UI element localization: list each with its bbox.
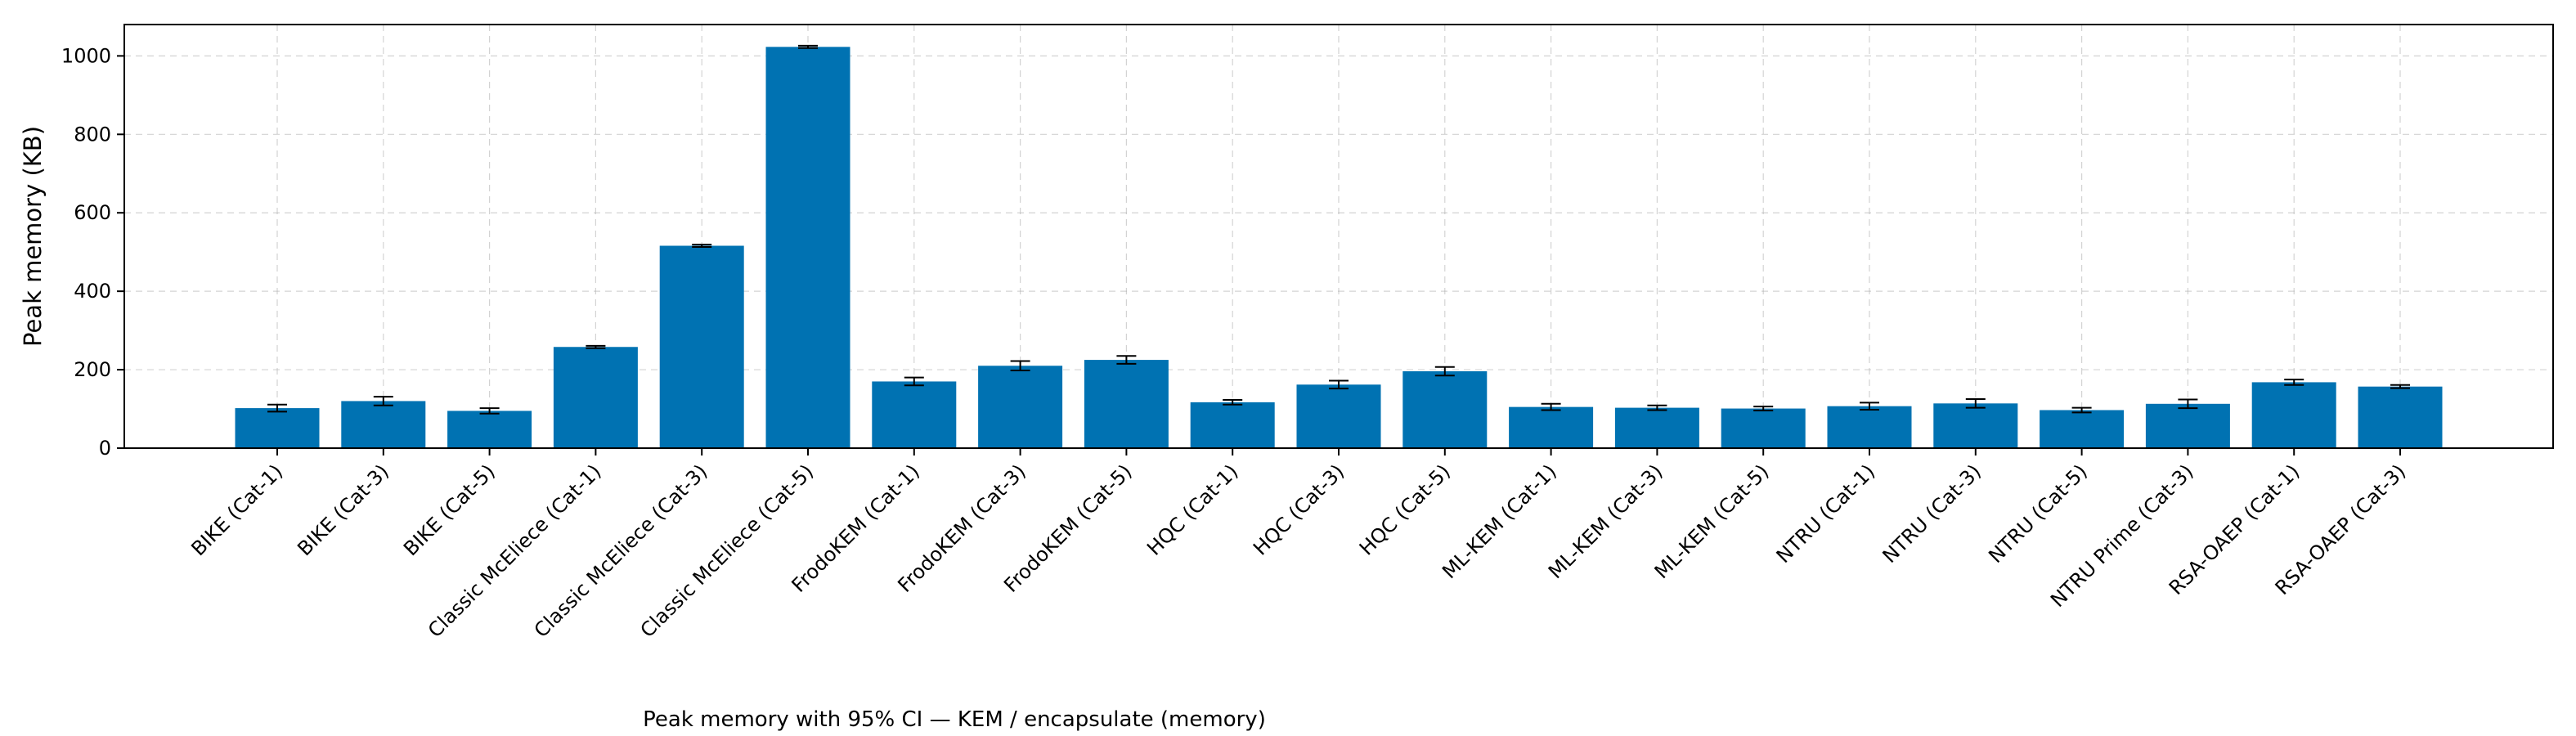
x-tick-label: NTRU (Cat-3) (1878, 460, 1986, 568)
error-bar (2390, 384, 2410, 389)
error-bar (2071, 406, 2092, 414)
bar (1402, 370, 1488, 448)
error-bar (904, 376, 924, 387)
grid-layer (124, 25, 2553, 449)
y-axis-label: Peak memory (KB) (19, 126, 47, 347)
error-bar (586, 344, 606, 349)
error-bar (1860, 402, 1879, 411)
bar (872, 381, 957, 448)
error-bar (373, 396, 393, 406)
y-tick-label: 400 (74, 280, 111, 303)
bar (1614, 407, 1699, 448)
error-bar (692, 244, 712, 248)
error-bar (1434, 366, 1455, 377)
error-bar (2178, 398, 2198, 410)
error-bar (1753, 406, 1774, 411)
bar (1296, 384, 1381, 448)
x-axis: BIKE (Cat-1) BIKE (Cat-3) BIKE (Cat-5)Clas… (186, 448, 2410, 642)
y-tick-label: 200 (74, 358, 111, 381)
x-tick-label: NTRU (Cat-1) (1772, 460, 1880, 568)
bar (447, 411, 532, 448)
bar (2145, 403, 2230, 448)
x-tick-label: HQC (Cat-5) (1355, 460, 1455, 559)
bar (2251, 382, 2336, 448)
bar (659, 245, 744, 448)
x-tick-label: BIKE (Cat-5) (399, 460, 500, 560)
error-bar (1541, 402, 1561, 411)
error-bar (1329, 379, 1349, 390)
error-bar (2284, 379, 2304, 386)
bar (1509, 406, 1594, 448)
error-bar (479, 407, 500, 415)
y-tick-label: 1000 (61, 44, 111, 67)
y-tick-label: 600 (74, 201, 111, 224)
x-tick-label: BIKE (Cat-1) (186, 460, 287, 560)
chart-caption: Peak memory with 95% CI — KEM / encapsul… (643, 707, 1266, 732)
error-bar (1010, 360, 1030, 372)
bar (1721, 408, 1806, 448)
x-tick-label: NTRU (Cat-5) (1984, 460, 2092, 568)
error-bar (1223, 399, 1243, 406)
x-tick-label: ML-KEM (Cat-1) (1438, 460, 1561, 583)
bar (1933, 403, 2018, 448)
x-tick-label: HQC (Cat-1) (1142, 460, 1242, 559)
x-tick-label: BIKE (Cat-3) (293, 460, 393, 560)
bar (1084, 360, 1169, 448)
bar-layer (235, 47, 2443, 448)
x-tick-label: Classic McEliece (Cat-5) (636, 460, 819, 642)
error-bar (1647, 404, 1667, 411)
bar (1827, 406, 1912, 448)
x-tick-label: HQC (Cat-3) (1249, 460, 1349, 559)
bar (553, 347, 638, 448)
error-bar (1116, 355, 1137, 365)
error-bar (267, 403, 287, 413)
y-tick-label: 800 (74, 123, 111, 146)
x-tick-label: ML-KEM (Cat-3) (1544, 460, 1667, 583)
bar (235, 408, 320, 448)
error-bar (1965, 398, 1986, 409)
x-tick-label: ML-KEM (Cat-5) (1650, 460, 1774, 583)
error-bar (798, 44, 818, 49)
x-tick-label: Classic McEliece (Cat-1) (424, 460, 606, 642)
error-bar-layer (267, 44, 2410, 415)
bar (341, 401, 426, 448)
y-axis: 0 200 400 600 800 1000 (61, 44, 124, 460)
bar (2358, 386, 2443, 448)
y-tick-label: 0 (99, 437, 111, 460)
bar (978, 366, 1063, 448)
bar (765, 47, 850, 448)
x-tick-label: Classic McEliece (Cat-3) (530, 460, 712, 642)
bar (2040, 410, 2125, 448)
bar (1190, 402, 1275, 448)
